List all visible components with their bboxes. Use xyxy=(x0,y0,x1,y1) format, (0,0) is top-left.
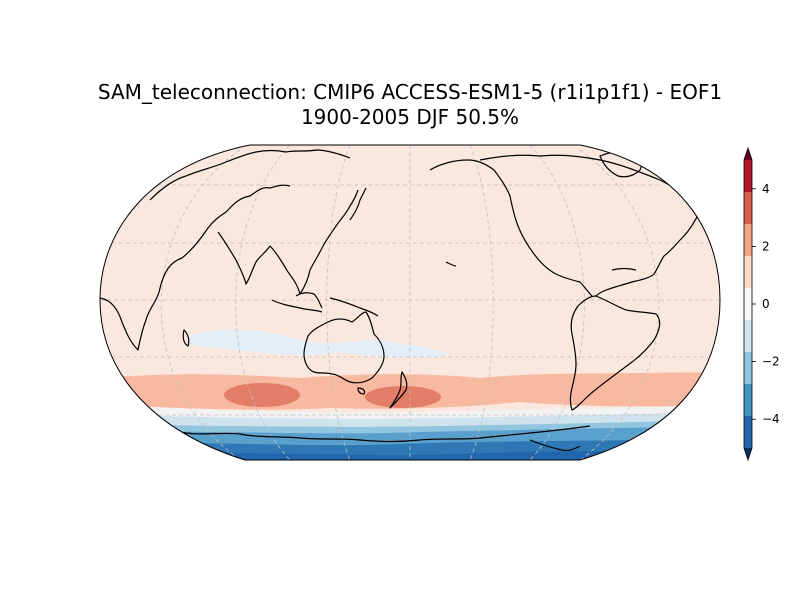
coastline-hawaii xyxy=(445,261,457,267)
coastline-japan xyxy=(349,187,367,221)
map-area xyxy=(100,145,720,460)
coastline-south-america xyxy=(569,295,661,411)
colorbar-tick-label: 2 xyxy=(762,239,770,253)
colorbar-segment xyxy=(744,416,752,449)
colorbar-outline xyxy=(743,146,753,462)
coastline-north-asia xyxy=(149,149,351,201)
coastline-indonesia xyxy=(271,299,323,313)
contour-weak-negative xyxy=(190,329,450,358)
colorbar-segment xyxy=(744,320,752,353)
gridline-lon-150w xyxy=(469,145,494,460)
coastline-caribbean xyxy=(611,267,637,271)
colorbar-segment xyxy=(744,160,752,193)
colorbar: 4 2 0 −2 −4 xyxy=(743,146,780,462)
coastline-antarctica xyxy=(179,425,591,443)
coastline-india xyxy=(217,231,271,285)
colorbar-segment xyxy=(744,352,752,385)
coastline-new-guinea xyxy=(329,297,379,317)
coastline-north-america-west xyxy=(429,159,593,297)
gridline-lon-150e xyxy=(326,145,351,460)
colorbar-tick-label: −4 xyxy=(762,412,780,426)
gridline-lon-120e xyxy=(235,145,291,460)
colorbar-extend-min xyxy=(744,448,752,460)
coastlines xyxy=(100,149,701,452)
colorbar-extend-max xyxy=(744,148,752,160)
colorbar-segment xyxy=(744,256,752,289)
colorbar-segment xyxy=(744,384,752,417)
contour-positive-core-east xyxy=(365,386,441,408)
coastline-antarctic-peninsula xyxy=(529,439,581,452)
colorbar-tick-label: 0 xyxy=(762,297,770,311)
colorbar-tick-label: 4 xyxy=(762,182,770,196)
coastline-new-zealand xyxy=(389,371,408,409)
coastline-madagascar xyxy=(182,329,190,347)
coastline-australia xyxy=(303,311,385,384)
coastline-africa-asia xyxy=(100,184,291,351)
gridline-lon-90w xyxy=(579,149,660,460)
gridlines xyxy=(100,145,720,460)
colorbar-segment xyxy=(744,288,752,321)
contour-positive-core-west xyxy=(224,383,300,407)
colorbar-segment xyxy=(744,224,752,257)
colorbar-tick-label: −2 xyxy=(762,355,780,369)
map-title-line2: 1900-2005 DJF 50.5% xyxy=(300,105,520,129)
map-boundary xyxy=(99,144,721,461)
coastline-north-america-east xyxy=(595,209,701,297)
coastline-borneo xyxy=(295,292,323,309)
gridline-lon-90e xyxy=(160,149,241,460)
coastline-tasmania xyxy=(357,387,366,395)
map-title-line1: SAM_teleconnection: CMIP6 ACCESS-ESM1-5 … xyxy=(97,80,723,104)
coastline-east-asia xyxy=(269,189,359,295)
contour-strongest-negative xyxy=(160,450,720,460)
colorbar-segment xyxy=(744,192,752,225)
